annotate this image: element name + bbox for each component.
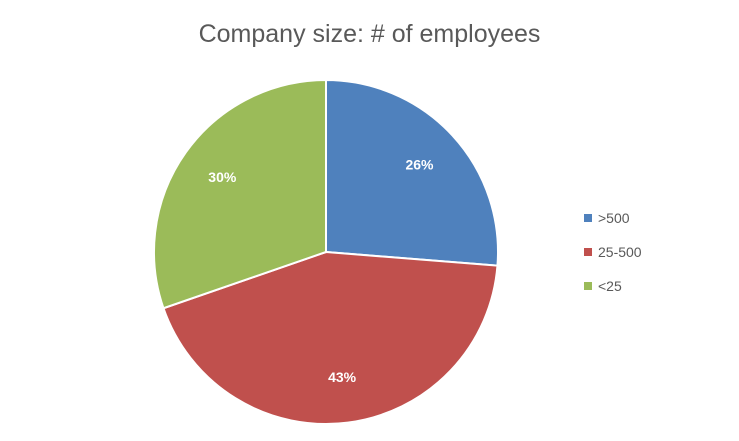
legend-swatch [584, 248, 592, 256]
legend-label: 25-500 [598, 244, 642, 260]
legend-label: <25 [598, 278, 622, 294]
legend: >500 25-500 <25 [584, 201, 642, 303]
legend-swatch [584, 282, 592, 290]
legend-label: >500 [598, 210, 630, 226]
legend-item-lt25: <25 [584, 269, 642, 303]
legend-swatch [584, 214, 592, 222]
data-label: 43% [328, 369, 357, 385]
pie-slices [153, 78, 499, 425]
slice-lt25 [153, 78, 327, 310]
pie-labels: 26% 43% 30% [208, 156, 434, 385]
data-label: 26% [405, 156, 434, 172]
slice-gt500 [325, 78, 499, 267]
legend-item-25-500: 25-500 [584, 235, 642, 269]
chart-title: Company size: # of employees [198, 20, 541, 48]
data-label: 30% [208, 169, 237, 185]
legend-item-gt500: >500 [584, 201, 642, 235]
slice-25-500 [162, 250, 499, 425]
